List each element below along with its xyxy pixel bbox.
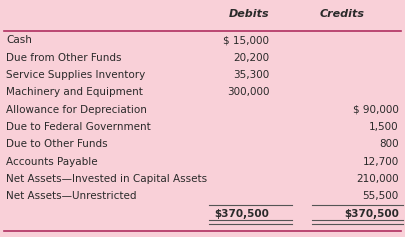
Text: 20,200: 20,200 bbox=[233, 53, 269, 63]
Text: 35,300: 35,300 bbox=[233, 70, 269, 80]
Text: Due to Other Funds: Due to Other Funds bbox=[6, 139, 108, 149]
Text: Machinery and Equipment: Machinery and Equipment bbox=[6, 87, 143, 97]
Text: Due from Other Funds: Due from Other Funds bbox=[6, 53, 122, 63]
Text: Due to Federal Government: Due to Federal Government bbox=[6, 122, 151, 132]
Text: $ 15,000: $ 15,000 bbox=[223, 35, 269, 45]
Text: Net Assets—Invested in Capital Assets: Net Assets—Invested in Capital Assets bbox=[6, 174, 207, 184]
Text: $370,500: $370,500 bbox=[215, 209, 269, 219]
Text: 300,000: 300,000 bbox=[227, 87, 269, 97]
Text: Credits: Credits bbox=[320, 9, 365, 19]
Text: Cash: Cash bbox=[6, 35, 32, 45]
Text: 210,000: 210,000 bbox=[356, 174, 399, 184]
Text: Allowance for Depreciation: Allowance for Depreciation bbox=[6, 105, 147, 115]
Text: Service Supplies Inventory: Service Supplies Inventory bbox=[6, 70, 145, 80]
Text: $370,500: $370,500 bbox=[344, 209, 399, 219]
Text: Accounts Payable: Accounts Payable bbox=[6, 157, 98, 167]
Text: Net Assets—Unrestricted: Net Assets—Unrestricted bbox=[6, 191, 136, 201]
Text: 1,500: 1,500 bbox=[369, 122, 399, 132]
Text: $ 90,000: $ 90,000 bbox=[353, 105, 399, 115]
Text: 55,500: 55,500 bbox=[362, 191, 399, 201]
Text: Debits: Debits bbox=[229, 9, 269, 19]
Text: 800: 800 bbox=[379, 139, 399, 149]
Text: 12,700: 12,700 bbox=[362, 157, 399, 167]
